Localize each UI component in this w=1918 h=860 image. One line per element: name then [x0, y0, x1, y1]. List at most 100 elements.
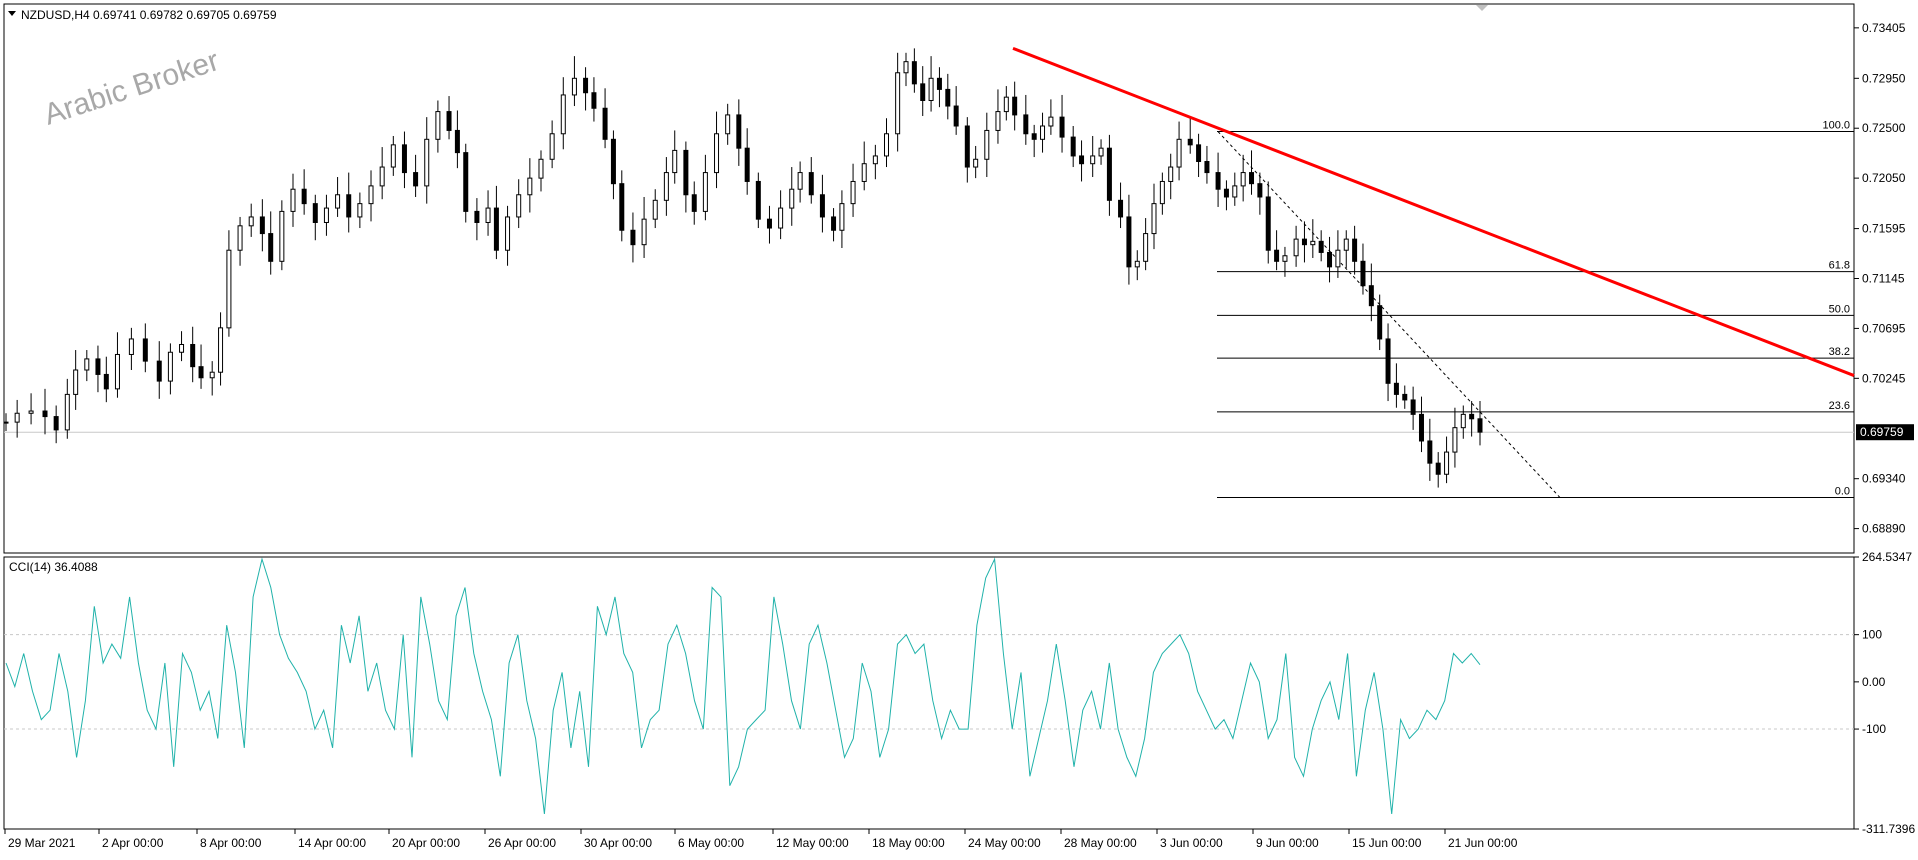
candle-body	[861, 163, 867, 182]
candle-body	[1469, 413, 1475, 420]
candle-body	[1232, 185, 1238, 198]
time-tick-label: 28 May 00:00	[1064, 836, 1137, 850]
candle-body	[883, 133, 889, 157]
candle-body	[1031, 133, 1037, 140]
fib-level-label: 61.8	[1829, 260, 1850, 272]
candle-body	[516, 194, 522, 218]
candle-body	[789, 188, 795, 209]
candle-body	[248, 216, 254, 227]
cci-tick-label: -311.7396	[1862, 822, 1915, 836]
candle-body	[630, 229, 636, 246]
candle-body	[1204, 160, 1210, 174]
cci-header: CCI(14) 36.4088	[9, 560, 98, 574]
fib-level-label: 38.2	[1829, 346, 1850, 358]
candle-body	[1249, 172, 1255, 185]
candle-body	[190, 343, 196, 368]
candle-body	[1282, 255, 1288, 262]
candle-body	[259, 216, 265, 235]
candle-body	[755, 180, 761, 220]
candle-body	[903, 61, 909, 74]
cci-axis: 264.5347 100 0.00 -100 -311.7396	[4, 550, 1915, 836]
red-trendline[interactable]	[1012, 46, 1855, 377]
candle-body	[379, 166, 385, 187]
candle-body	[819, 194, 825, 218]
cci-panel-frame	[3, 556, 1855, 830]
candle-body	[928, 77, 934, 101]
candle-body	[602, 107, 608, 140]
scroll-marker-icon[interactable]	[1476, 5, 1488, 11]
candle-body	[435, 111, 441, 140]
price-tick-label: 0.70695	[1862, 321, 1906, 335]
time-tick-label: 24 May 00:00	[968, 836, 1041, 850]
candle-body	[1159, 180, 1165, 205]
fib-level-label: 100.0	[1822, 120, 1850, 132]
candle-body	[268, 233, 274, 262]
candle-body	[290, 188, 296, 212]
candle-body	[209, 371, 215, 379]
candle-body	[73, 369, 79, 395]
cci-tick-label: 264.5347	[1862, 550, 1912, 564]
candle-body	[1090, 155, 1096, 165]
candle-body	[64, 393, 70, 431]
candle-body	[973, 158, 979, 168]
candle-body	[1215, 172, 1221, 190]
price-tick-label: 0.70245	[1862, 371, 1906, 385]
candle-body	[766, 218, 772, 229]
current-price-tag-bg	[1856, 424, 1914, 441]
symbol-header: NZDUSD,H4 0.69741 0.69782 0.69705 0.6975…	[21, 8, 277, 22]
collapse-triangle-icon[interactable]	[8, 11, 16, 16]
time-tick-label: 14 Apr 00:00	[298, 836, 366, 850]
candle-body	[1418, 413, 1424, 442]
candle-body	[1393, 382, 1399, 395]
candle-body	[1360, 260, 1366, 287]
candle-body	[1257, 183, 1263, 198]
price-tick-label: 0.72950	[1862, 71, 1906, 85]
cci-tick-label: 0.00	[1862, 675, 1886, 689]
candle-body	[1196, 144, 1202, 162]
price-axis: 0.73405 0.72950 0.72500 0.72050 0.71595 0.711…	[4, 21, 1906, 536]
candle-body	[1310, 240, 1316, 246]
candle-body	[1070, 136, 1076, 157]
trendline-group[interactable]	[1012, 46, 1855, 377]
candle-body	[42, 410, 48, 418]
candle-body	[663, 172, 669, 201]
candle-body	[335, 194, 341, 209]
candle-body	[995, 111, 1001, 131]
time-tick-label: 3 Jun 00:00	[1160, 836, 1223, 850]
candle-body	[1143, 233, 1149, 262]
candle-body	[53, 416, 59, 431]
candle-body	[14, 412, 20, 423]
fib-level-label: 0.0	[1835, 486, 1850, 498]
candle-body	[1477, 418, 1483, 433]
candle-body	[454, 129, 460, 154]
candle-body	[831, 216, 837, 231]
time-axis: 29 Mar 2021 2 Apr 00:00 8 Apr 00:00 14 Apr …	[4, 829, 1518, 850]
candle-body	[527, 177, 533, 196]
candle-body	[549, 133, 555, 160]
candle-body	[1274, 249, 1280, 262]
candle-body	[583, 77, 589, 94]
candle-body	[641, 218, 647, 246]
time-tick-label: 6 May 00:00	[678, 836, 744, 850]
candle-body	[226, 249, 232, 329]
candle-body	[1377, 305, 1383, 340]
time-tick-label: 8 Apr 00:00	[200, 836, 262, 850]
candle-body	[114, 353, 120, 390]
candle-body	[1048, 116, 1054, 127]
cci-line	[5, 557, 1481, 815]
candle-body	[446, 111, 452, 131]
candle-body	[1385, 338, 1391, 384]
fibonacci-retracement[interactable]: 100.0 61.8 50.0 38.2 23.6 0.0	[1217, 120, 1854, 499]
candle-body	[1335, 249, 1341, 268]
candle-body	[312, 203, 318, 223]
candle-body	[736, 114, 742, 149]
candle-body	[808, 172, 814, 196]
candle-body	[1265, 196, 1271, 251]
candle-body	[1059, 116, 1065, 138]
candle-body	[744, 147, 750, 182]
candle-body	[964, 125, 970, 168]
candle-body	[346, 194, 352, 218]
candle-body	[591, 92, 597, 109]
